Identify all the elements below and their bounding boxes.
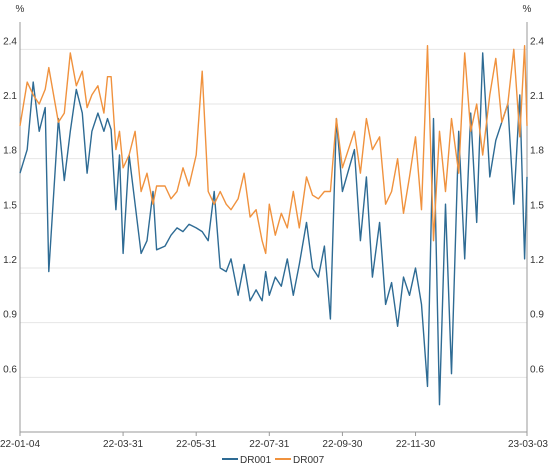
x-tick-label: 22-03-31 [103, 439, 143, 450]
y-tick-label-right: 2.1 [530, 91, 544, 102]
legend-item-dr001[interactable]: DR001 [222, 455, 272, 466]
y-axis-right-labels: 0.6 0.9 1.2 1.5 1.8 2.1 2.4 [530, 36, 544, 375]
y-tick-label-right: 1.8 [530, 146, 544, 157]
y-tick-label-right: 1.5 [530, 200, 544, 211]
x-tick-label: 22-09-30 [322, 439, 362, 450]
x-axis-labels: 22-01-04 22-03-31 22-05-31 22-07-31 22-09-30… [0, 439, 548, 450]
x-tick-label: 22-01-04 [0, 439, 40, 450]
x-tick-label: 22-07-31 [249, 439, 289, 450]
y-tick-label-right: 2.4 [530, 36, 544, 47]
y-unit-left: % [16, 4, 25, 15]
gridlines [20, 48, 527, 378]
y-tick-label-left: 1.5 [3, 200, 17, 211]
y-tick-label-left: 2.1 [3, 91, 17, 102]
series-line-dr007 [19, 45, 528, 255]
legend-label: DR001 [240, 455, 272, 466]
y-tick-label-left: 1.8 [3, 146, 17, 157]
x-tick-label: 22-05-31 [176, 439, 216, 450]
axes [19, 22, 528, 436]
y-tick-label-left: 2.4 [3, 36, 17, 47]
y-tick-label-right: 0.6 [530, 364, 544, 375]
series-lines [19, 45, 528, 406]
y-tick-label-right: 0.9 [530, 310, 544, 321]
y-tick-label-left: 0.6 [3, 364, 17, 375]
y-axis-left-labels: 0.6 0.9 1.2 1.5 1.8 2.1 2.4 [3, 36, 17, 375]
y-tick-label-right: 1.2 [530, 255, 544, 266]
series-line-dr001 [19, 52, 528, 406]
x-tick-label: 23-03-03 [508, 439, 548, 450]
x-tick-label: 22-11-30 [396, 439, 436, 450]
y-unit-right: % [523, 4, 532, 15]
y-tick-label-left: 0.9 [3, 310, 17, 321]
legend[interactable]: DR001 DR007 [222, 455, 325, 466]
legend-item-dr007[interactable]: DR007 [275, 455, 325, 466]
legend-label: DR007 [293, 455, 325, 466]
y-tick-label-left: 1.2 [3, 255, 17, 266]
